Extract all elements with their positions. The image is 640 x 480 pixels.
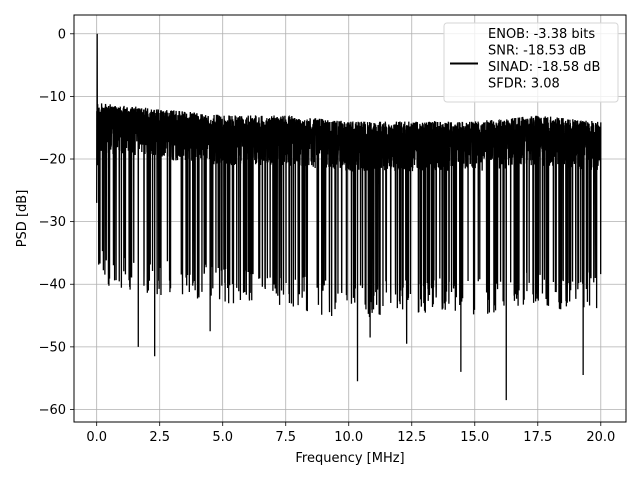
x-tick-label: 5.0: [212, 430, 233, 445]
y-tick-label: 0: [58, 27, 66, 42]
y-tick-label: −60: [39, 403, 66, 418]
y-tick-label: −30: [39, 215, 66, 230]
x-tick-label: 15.0: [460, 430, 489, 445]
legend-enob: ENOB: -3.38 bits: [488, 27, 595, 42]
psd-series-line: [96, 33, 602, 401]
legend-sinad: SINAD: -18.58 dB: [488, 60, 600, 75]
axes-frame: [73, 14, 627, 423]
y-axis-title: PSD [dB]: [15, 190, 30, 248]
y-tick-label: −40: [39, 278, 66, 293]
legend: ENOB: -3.38 bits SNR: -18.53 dB SINAD: -…: [443, 22, 619, 103]
plot-area: [96, 33, 602, 401]
x-tick-label: 17.5: [523, 430, 552, 445]
legend-sfdr: SFDR: 3.08: [488, 77, 560, 92]
x-tick-label: 12.5: [397, 430, 426, 445]
legend-snr: SNR: -18.53 dB: [488, 44, 586, 59]
x-axis-title: Frequency [MHz]: [295, 451, 404, 466]
y-axis-ticks: 0 −10 −20 −30 −40 −50 −60: [39, 27, 74, 418]
y-tick-label: −50: [39, 340, 66, 355]
x-tick-label: 20.0: [586, 430, 615, 445]
x-tick-label: 0.0: [86, 430, 107, 445]
x-tick-label: 2.5: [149, 430, 170, 445]
x-axis-ticks: 0.0 2.5 5.0 7.5 10.0 12.5 15.0 17.5 20.0: [86, 422, 615, 445]
y-tick-label: −20: [39, 153, 66, 168]
x-tick-label: 10.0: [334, 430, 363, 445]
y-tick-label: −10: [39, 90, 66, 105]
legend-box: [443, 22, 619, 103]
x-tick-label: 7.5: [275, 430, 296, 445]
